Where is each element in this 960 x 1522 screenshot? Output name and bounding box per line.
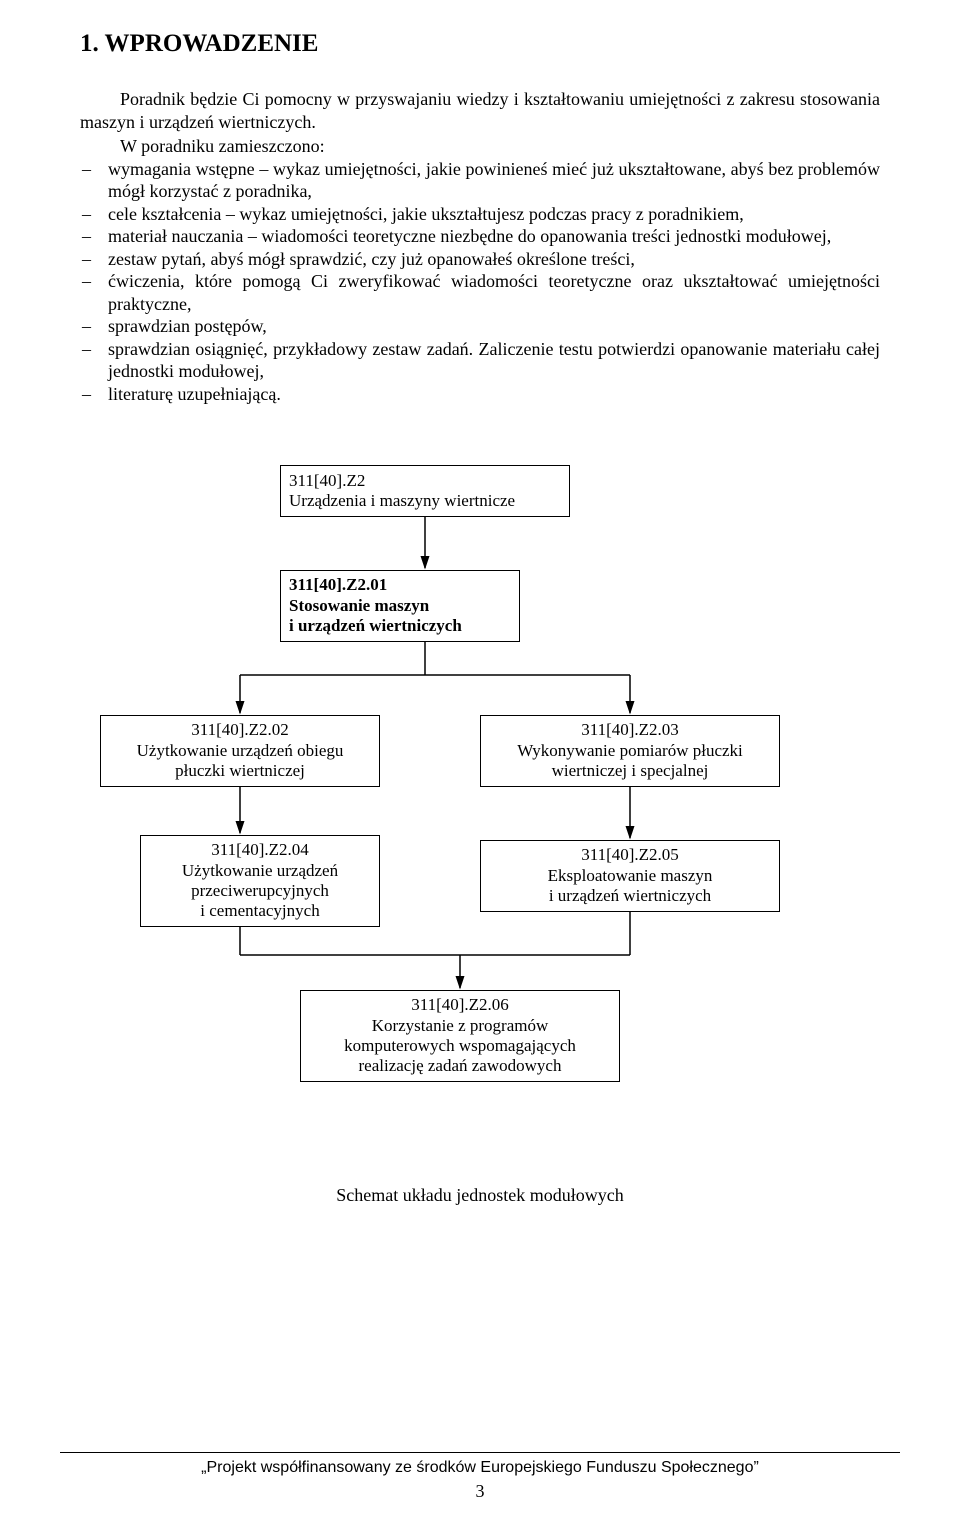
node-label: Urządzenia i maszyny wiertnicze: [289, 491, 515, 511]
list-item: wymagania wstępne – wykaz umiejętności, …: [80, 158, 880, 203]
intro-paragraph-1: Poradnik będzie Ci pomocny w przyswajani…: [80, 88, 880, 133]
page-number: 3: [0, 1481, 960, 1502]
list-item: literaturę uzupełniającą.: [80, 383, 880, 406]
node-code: 311[40].Z2.01: [289, 575, 387, 595]
list-item: zestaw pytań, abyś mógł sprawdzić, czy j…: [80, 248, 880, 271]
bullet-list: wymagania wstępne – wykaz umiejętności, …: [80, 158, 880, 406]
list-item: materiał nauczania – wiadomości teoretyc…: [80, 225, 880, 248]
footer-text: „Projekt współfinansowany ze środków Eur…: [0, 1459, 960, 1477]
list-item: sprawdzian postępów,: [80, 315, 880, 338]
node-label: Stosowanie maszyn i urządzeń wiertniczyc…: [289, 596, 462, 637]
list-item: sprawdzian osiągnięć, przykładowy zestaw…: [80, 338, 880, 383]
node-label: Wykonywanie pomiarów płuczki wiertniczej…: [517, 741, 743, 782]
node-code: 311[40].Z2.03: [581, 720, 679, 740]
list-item: cele kształcenia – wykaz umiejętności, j…: [80, 203, 880, 226]
diagram-node-z202: 311[40].Z2.02 Użytkowanie urządzeń obieg…: [100, 715, 380, 787]
node-label: Eksploatowanie maszyn i urządzeń wiertni…: [548, 866, 713, 907]
node-code: 311[40].Z2.05: [581, 845, 679, 865]
page-heading: 1. WPROWADZENIE: [80, 30, 880, 58]
diagram-node-z2: 311[40].Z2 Urządzenia i maszyny wiertnic…: [280, 465, 570, 517]
node-code: 311[40].Z2.06: [411, 995, 509, 1015]
node-code: 311[40].Z2.02: [191, 720, 289, 740]
page-footer: „Projekt współfinansowany ze środków Eur…: [0, 1452, 960, 1502]
diagram-node-z206: 311[40].Z2.06 Korzystanie z programów ko…: [300, 990, 620, 1082]
list-item: ćwiczenia, które pomogą Ci zweryfikować …: [80, 270, 880, 315]
node-code: 311[40].Z2: [289, 471, 365, 491]
node-label: Użytkowanie urządzeń przeciwerupcyjnych …: [182, 861, 338, 922]
diagram-node-z201: 311[40].Z2.01 Stosowanie maszyn i urządz…: [280, 570, 520, 642]
diagram-node-z205: 311[40].Z2.05 Eksploatowanie maszyn i ur…: [480, 840, 780, 912]
diagram-node-z203: 311[40].Z2.03 Wykonywanie pomiarów płucz…: [480, 715, 780, 787]
footer-divider: [60, 1452, 900, 1453]
node-code: 311[40].Z2.04: [211, 840, 309, 860]
node-label: Korzystanie z programów komputerowych ws…: [344, 1016, 576, 1077]
intro-paragraph-2: W poradniku zamieszczono:: [80, 135, 880, 158]
diagram-node-z204: 311[40].Z2.04 Użytkowanie urządzeń przec…: [140, 835, 380, 927]
diagram-caption: Schemat układu jednostek modułowych: [80, 1185, 880, 1206]
module-diagram: 311[40].Z2 Urządzenia i maszyny wiertnic…: [80, 465, 880, 1145]
node-label: Użytkowanie urządzeń obiegu płuczki wier…: [137, 741, 344, 782]
